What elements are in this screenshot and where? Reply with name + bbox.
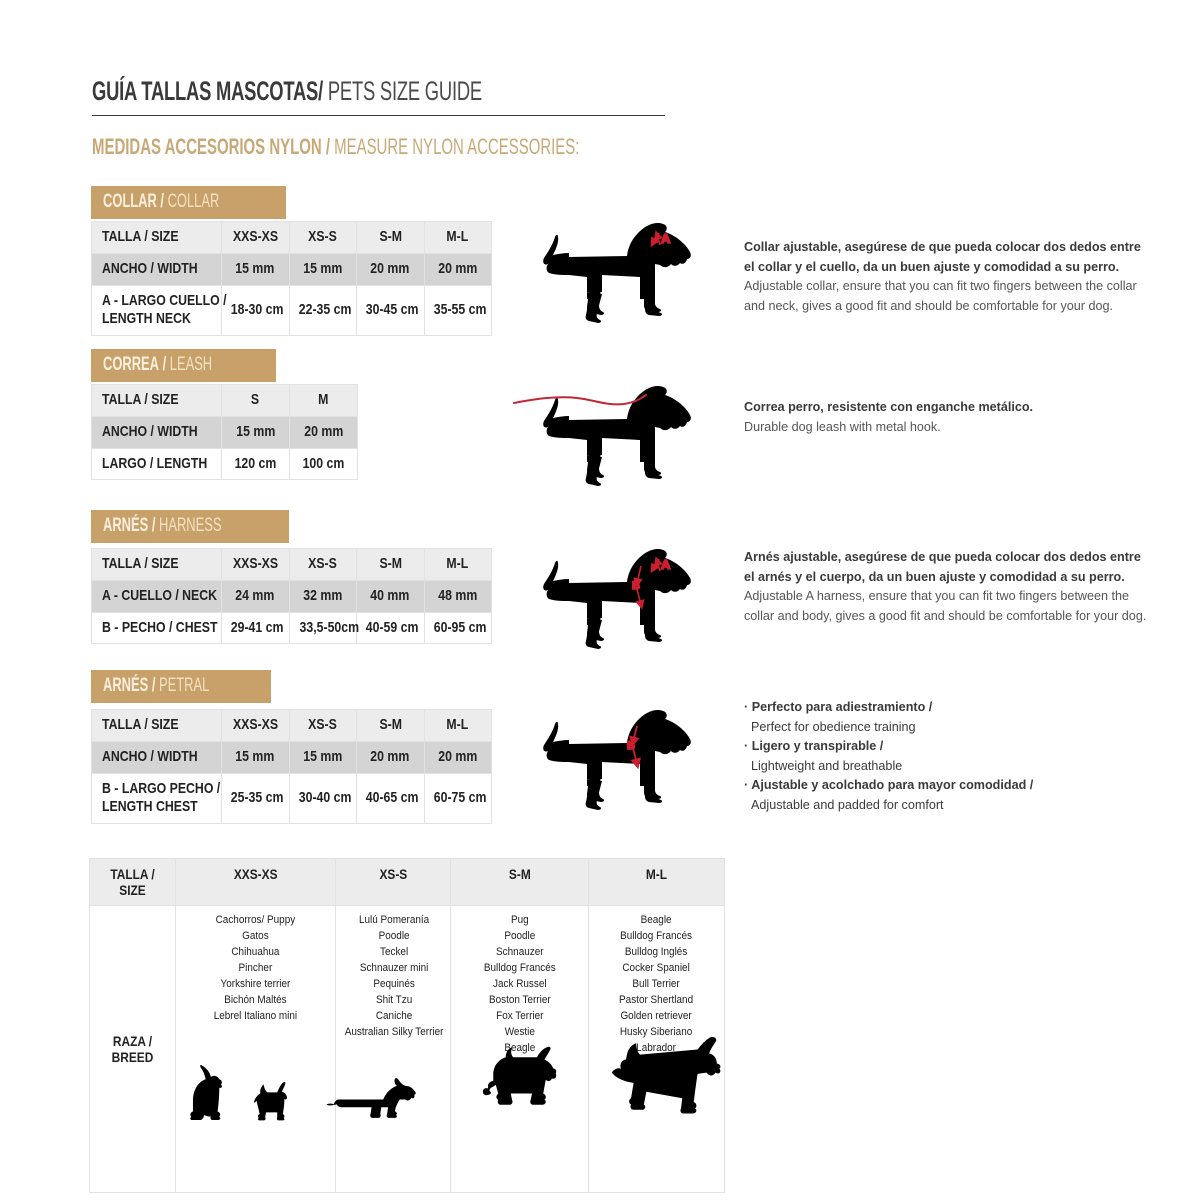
svg-text:B: B (632, 580, 640, 592)
svg-text:B: B (627, 740, 635, 752)
svg-text:A: A (661, 231, 671, 246)
svg-text:A: A (661, 557, 671, 572)
